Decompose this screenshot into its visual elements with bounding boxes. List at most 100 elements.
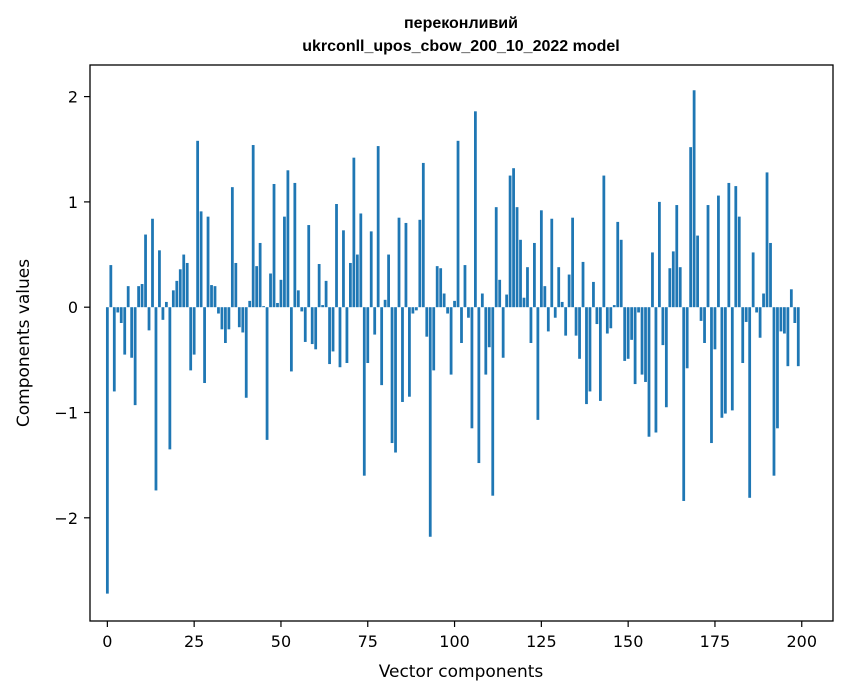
y-tick-label: 0 <box>68 298 78 317</box>
bar <box>727 182 731 308</box>
bar <box>300 307 304 312</box>
bar <box>380 307 384 386</box>
chart-subtitle: ukrconll_upos_cbow_200_10_2022 model <box>302 38 619 55</box>
bar <box>533 242 536 308</box>
bar <box>758 307 762 338</box>
bar <box>383 299 387 308</box>
bar <box>692 90 696 308</box>
bar <box>376 146 380 308</box>
bar <box>664 307 668 408</box>
bar <box>522 297 526 308</box>
bar <box>293 182 297 308</box>
bar <box>487 307 491 348</box>
bar <box>605 307 609 334</box>
bar <box>783 307 786 334</box>
bar <box>477 307 481 464</box>
bar <box>741 307 745 364</box>
bar <box>442 293 446 308</box>
bar <box>310 307 314 345</box>
bar <box>355 254 359 308</box>
bar <box>196 140 200 308</box>
bar <box>512 168 515 308</box>
bar <box>394 307 397 453</box>
bar <box>137 286 140 308</box>
bar <box>321 305 325 308</box>
bar <box>581 261 585 308</box>
bar <box>373 307 377 335</box>
bar <box>699 307 703 321</box>
bar <box>723 307 727 414</box>
bar <box>328 307 331 365</box>
bar <box>224 307 227 343</box>
bar <box>192 307 196 355</box>
bar <box>616 221 620 308</box>
bar <box>414 307 418 311</box>
y-tick-label: −1 <box>54 404 78 423</box>
bar <box>408 307 411 397</box>
y-axis-ticks: −2 −1 0 1 2 <box>54 88 90 528</box>
bar <box>432 307 436 371</box>
bar <box>397 217 401 308</box>
x-tick-label: 25 <box>184 632 204 651</box>
bar <box>539 210 543 308</box>
bar <box>762 293 765 308</box>
bar <box>147 307 151 331</box>
bar <box>119 307 123 323</box>
bar <box>553 307 557 318</box>
bar <box>349 262 352 308</box>
bar <box>751 252 755 308</box>
bar <box>366 307 370 364</box>
bar <box>647 307 651 437</box>
bar <box>498 279 502 308</box>
bar <box>185 262 189 308</box>
bar <box>446 307 449 314</box>
bar <box>251 145 255 308</box>
bar <box>279 279 283 308</box>
bar <box>598 307 602 401</box>
bar <box>557 267 561 308</box>
bar <box>296 290 300 308</box>
bar <box>401 307 404 402</box>
y-tick-label: −2 <box>54 509 78 528</box>
bar <box>560 301 564 308</box>
bar <box>748 307 752 498</box>
bar <box>425 307 429 337</box>
y-tick-label: 2 <box>68 88 78 107</box>
bar <box>411 307 415 314</box>
bar <box>633 307 637 385</box>
bar <box>786 307 790 367</box>
bar <box>661 307 665 346</box>
bar <box>644 307 647 382</box>
bar <box>140 284 144 308</box>
bar <box>352 157 356 308</box>
bar <box>241 307 245 333</box>
bar <box>744 307 748 322</box>
bar <box>640 307 644 375</box>
bar <box>206 216 210 308</box>
bar <box>217 307 220 314</box>
x-tick-label: 150 <box>613 632 644 651</box>
bar <box>123 307 127 355</box>
bar <box>602 175 606 308</box>
bar <box>324 280 328 308</box>
bar <box>505 294 509 308</box>
bar <box>550 218 554 308</box>
bar <box>387 254 390 308</box>
bar <box>612 305 616 308</box>
x-tick-label: 0 <box>102 632 112 651</box>
bar <box>390 307 394 444</box>
bar <box>793 307 797 323</box>
bar <box>526 267 529 308</box>
bar <box>571 217 574 308</box>
bar <box>317 264 321 308</box>
bar <box>453 300 456 308</box>
plot-frame <box>89 64 834 622</box>
bar <box>154 307 158 491</box>
bar <box>248 300 252 308</box>
bar <box>609 307 613 329</box>
chart-title: переконливий <box>404 15 518 32</box>
bar <box>116 307 120 313</box>
bar <box>765 172 769 308</box>
bar <box>151 218 154 308</box>
